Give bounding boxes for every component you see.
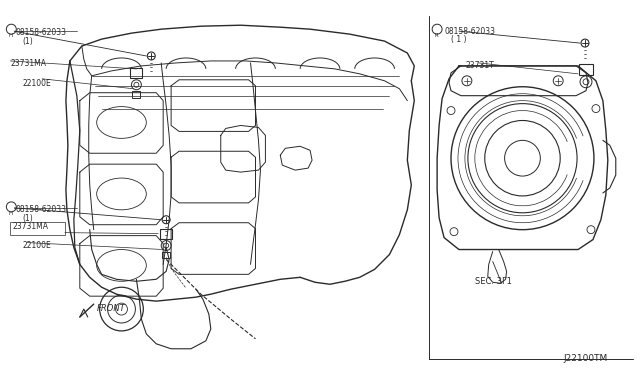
Bar — [162, 251, 170, 259]
Text: ( 1 ): ( 1 ) — [451, 35, 467, 44]
Bar — [10, 222, 65, 235]
Text: 23731T: 23731T — [466, 61, 495, 70]
Text: R: R — [434, 33, 438, 38]
Bar — [132, 91, 140, 98]
Text: 22100E: 22100E — [22, 241, 51, 250]
Text: (1): (1) — [22, 214, 33, 223]
Text: H: H — [8, 211, 12, 216]
Text: (1): (1) — [22, 37, 33, 46]
Text: FRONT: FRONT — [97, 304, 125, 313]
Bar — [131, 68, 142, 78]
Text: 23731MA: 23731MA — [12, 222, 48, 231]
Text: 08158-62033: 08158-62033 — [444, 27, 495, 36]
Text: SEC. 3Γ1: SEC. 3Γ1 — [475, 277, 512, 286]
Text: 22100E: 22100E — [22, 79, 51, 88]
Text: J22100TM: J22100TM — [563, 354, 607, 363]
Bar — [160, 229, 172, 238]
Text: 23731MA: 23731MA — [10, 59, 46, 68]
Text: H: H — [8, 33, 12, 38]
Bar — [579, 64, 593, 75]
Text: 08158-62033: 08158-62033 — [15, 205, 67, 214]
Text: 08158-62033: 08158-62033 — [15, 28, 67, 37]
